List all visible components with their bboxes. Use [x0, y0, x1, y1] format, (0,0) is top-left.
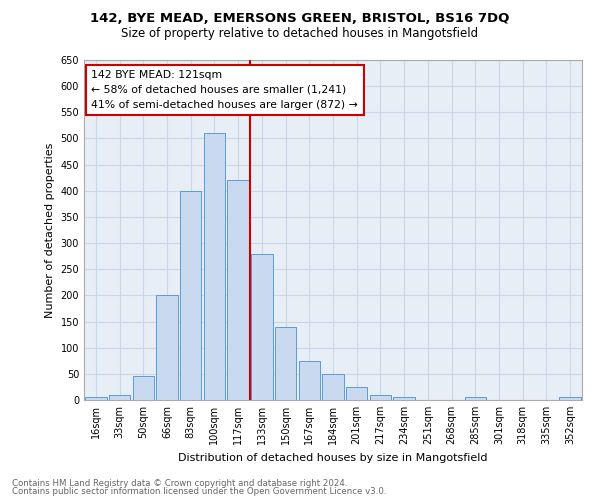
- Bar: [322, 374, 344, 400]
- Bar: [394, 398, 415, 400]
- Bar: [180, 191, 202, 400]
- Bar: [464, 398, 486, 400]
- Text: 142 BYE MEAD: 121sqm
← 58% of detached houses are smaller (1,241)
41% of semi-de: 142 BYE MEAD: 121sqm ← 58% of detached h…: [91, 70, 358, 110]
- X-axis label: Distribution of detached houses by size in Mangotsfield: Distribution of detached houses by size …: [178, 452, 488, 462]
- Text: Contains HM Land Registry data © Crown copyright and database right 2024.: Contains HM Land Registry data © Crown c…: [12, 478, 347, 488]
- Y-axis label: Number of detached properties: Number of detached properties: [45, 142, 55, 318]
- Bar: [275, 327, 296, 400]
- Text: Size of property relative to detached houses in Mangotsfield: Size of property relative to detached ho…: [121, 28, 479, 40]
- Bar: [85, 398, 107, 400]
- Bar: [227, 180, 249, 400]
- Bar: [133, 376, 154, 400]
- Bar: [559, 398, 581, 400]
- Bar: [251, 254, 272, 400]
- Bar: [370, 395, 391, 400]
- Bar: [299, 361, 320, 400]
- Bar: [204, 133, 225, 400]
- Bar: [157, 296, 178, 400]
- Bar: [109, 395, 130, 400]
- Text: Contains public sector information licensed under the Open Government Licence v3: Contains public sector information licen…: [12, 487, 386, 496]
- Text: 142, BYE MEAD, EMERSONS GREEN, BRISTOL, BS16 7DQ: 142, BYE MEAD, EMERSONS GREEN, BRISTOL, …: [91, 12, 509, 26]
- Bar: [346, 387, 367, 400]
